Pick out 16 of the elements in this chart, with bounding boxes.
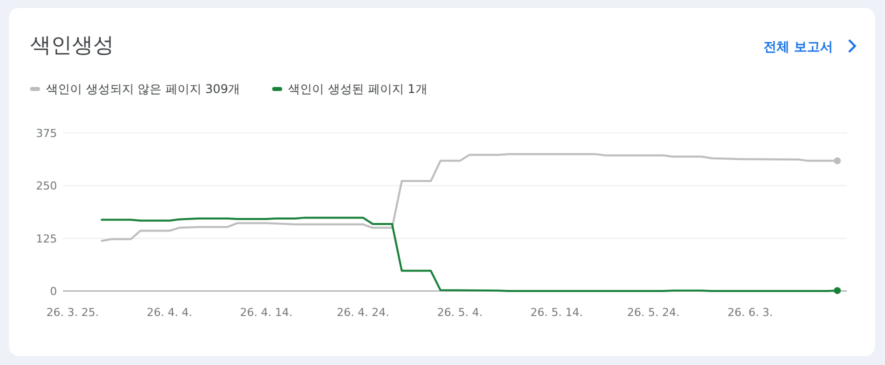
text: 전체 보고서	[763, 40, 833, 55]
chart-title: 색인생성	[30, 33, 114, 57]
y-tick-label: 375	[36, 127, 57, 140]
x-tick-label: 26. 4. 4.	[146, 306, 192, 319]
x-tick-label: 26. 5. 14.	[530, 306, 583, 319]
x-tick-label: 26. 3. 25.	[46, 306, 99, 319]
x-tick-label: 26. 4. 14.	[240, 306, 292, 319]
x-tick-label: 26. 6. 3.	[727, 306, 773, 319]
y-tick-label: 125	[36, 232, 57, 246]
y-tick-label: 250	[36, 180, 57, 193]
y-tick-label: 0	[50, 285, 57, 298]
x-tick-label: 26. 4. 24.	[336, 306, 390, 319]
legend-label: 색인이 생성된 페이지 1개	[288, 82, 428, 96]
x-tick-label: 26. 5. 24.	[627, 306, 680, 319]
legend-label: 색인이 생성되지 않은 페이지 309개	[46, 82, 240, 96]
x-tick-label: 26. 5. 4.	[437, 306, 483, 319]
